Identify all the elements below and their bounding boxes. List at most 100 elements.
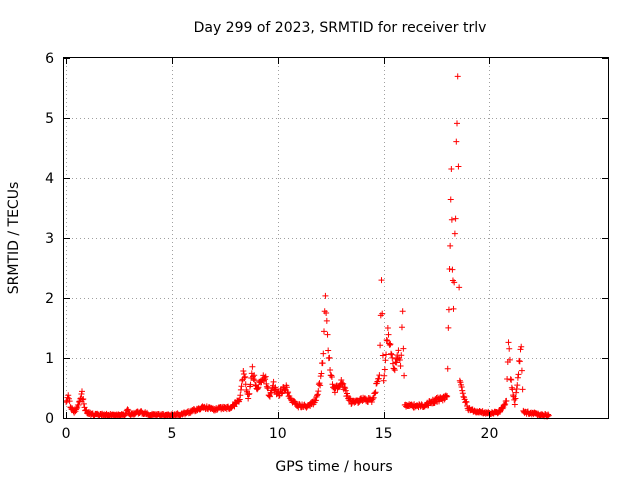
data-point bbox=[449, 266, 456, 273]
data-point bbox=[401, 372, 408, 379]
data-point bbox=[381, 366, 388, 373]
data-point bbox=[451, 230, 458, 237]
data-point bbox=[445, 324, 452, 331]
data-point bbox=[79, 396, 86, 403]
data-point bbox=[510, 392, 517, 399]
data-point bbox=[452, 215, 459, 222]
data-point bbox=[513, 385, 520, 392]
data-point bbox=[124, 406, 131, 413]
data-point bbox=[391, 367, 398, 374]
data-point bbox=[400, 345, 407, 352]
data-point bbox=[238, 383, 245, 390]
data-point bbox=[388, 350, 395, 357]
data-point bbox=[338, 380, 345, 387]
data-point bbox=[342, 385, 349, 392]
data-point bbox=[340, 380, 347, 387]
data-point bbox=[255, 384, 262, 391]
data-point bbox=[398, 352, 405, 359]
data-point bbox=[448, 165, 455, 172]
data-point bbox=[458, 383, 465, 390]
data-point bbox=[262, 376, 269, 383]
data-point bbox=[63, 399, 70, 406]
y-tick-label: 3 bbox=[45, 231, 54, 247]
data-point bbox=[342, 387, 349, 394]
grid-lines bbox=[64, 58, 608, 418]
data-point bbox=[370, 394, 377, 401]
data-point bbox=[545, 412, 552, 419]
data-point bbox=[508, 376, 515, 383]
data-point bbox=[503, 397, 510, 404]
data-point bbox=[442, 392, 449, 399]
data-point bbox=[278, 390, 285, 397]
data-point bbox=[270, 378, 277, 385]
y-tick-label: 6 bbox=[45, 51, 54, 67]
data-point bbox=[263, 383, 270, 390]
data-point bbox=[66, 398, 73, 405]
data-point bbox=[237, 392, 244, 399]
data-point bbox=[463, 398, 470, 405]
data-point bbox=[78, 390, 85, 397]
data-point bbox=[514, 382, 521, 389]
data-point bbox=[314, 391, 321, 398]
data-point bbox=[372, 389, 379, 396]
data-point bbox=[314, 392, 321, 399]
data-point bbox=[376, 372, 383, 379]
data-point bbox=[383, 351, 390, 358]
data-point bbox=[315, 381, 322, 388]
data-point bbox=[443, 393, 450, 400]
data-point bbox=[80, 400, 87, 407]
data-point bbox=[76, 398, 83, 405]
data-point bbox=[377, 342, 384, 349]
data-point bbox=[328, 374, 335, 381]
data-point bbox=[383, 337, 390, 344]
data-point bbox=[266, 393, 273, 400]
y-axis-label: SRMTID / TECUs bbox=[6, 182, 22, 295]
x-tick-label: 10 bbox=[269, 426, 287, 442]
data-point bbox=[279, 389, 286, 396]
data-point bbox=[328, 372, 335, 379]
data-point bbox=[355, 399, 362, 406]
data-point bbox=[456, 284, 463, 291]
data-point bbox=[389, 354, 396, 361]
data-point bbox=[250, 376, 257, 383]
y-tick-label: 0 bbox=[45, 411, 54, 427]
data-point bbox=[322, 292, 329, 299]
data-point bbox=[446, 266, 453, 273]
data-point bbox=[380, 377, 387, 384]
data-point bbox=[263, 380, 270, 387]
data-point bbox=[451, 279, 458, 286]
data-point bbox=[456, 377, 463, 384]
data-point bbox=[386, 340, 393, 347]
data-point bbox=[125, 407, 132, 414]
data-point bbox=[381, 372, 388, 379]
data-point bbox=[240, 368, 247, 375]
data-point bbox=[511, 396, 518, 403]
data-point bbox=[450, 305, 457, 312]
data-point bbox=[325, 347, 332, 354]
data-point bbox=[245, 391, 252, 398]
data-points bbox=[63, 73, 552, 420]
data-point bbox=[505, 339, 512, 346]
data-point bbox=[382, 357, 389, 364]
chart-title: Day 299 of 2023, SRMTID for receiver trl… bbox=[194, 20, 487, 36]
data-point bbox=[65, 392, 72, 399]
data-point bbox=[252, 381, 259, 388]
data-point bbox=[320, 350, 327, 357]
data-point bbox=[447, 242, 454, 249]
data-point bbox=[312, 397, 319, 404]
data-point bbox=[379, 310, 386, 317]
data-point bbox=[395, 347, 402, 354]
data-point bbox=[315, 388, 322, 395]
data-point bbox=[285, 389, 292, 396]
y-tick-label: 1 bbox=[45, 351, 54, 367]
data-point bbox=[251, 372, 258, 379]
data-point bbox=[459, 390, 466, 397]
data-point bbox=[374, 378, 381, 385]
data-point bbox=[454, 120, 461, 127]
ticks: 0 5 10 15 20 0 1 2 3 4 5 6 bbox=[45, 51, 608, 442]
data-point bbox=[237, 386, 244, 393]
data-point bbox=[331, 389, 338, 396]
data-point bbox=[518, 343, 525, 350]
data-point bbox=[444, 365, 451, 372]
data-point bbox=[384, 325, 391, 332]
